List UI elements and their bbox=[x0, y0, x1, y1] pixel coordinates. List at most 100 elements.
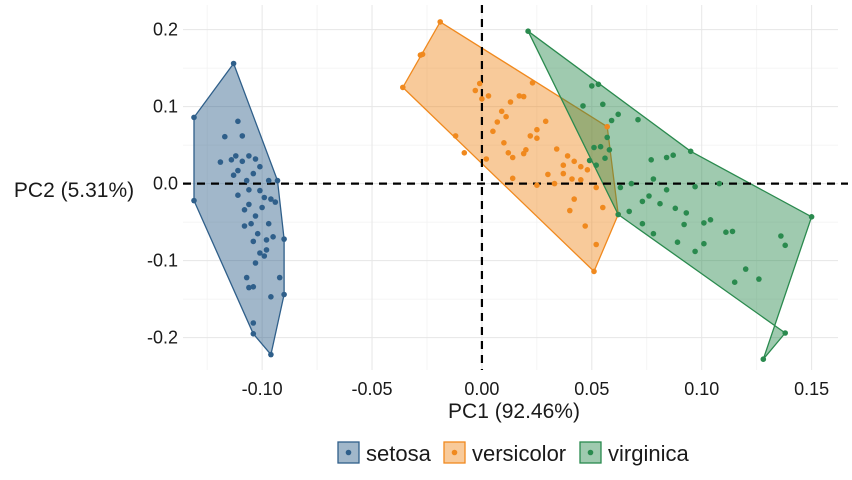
data-point-versicolor bbox=[560, 162, 567, 168]
data-point-virginica bbox=[648, 157, 654, 163]
x-tick-label: 0.05 bbox=[574, 379, 609, 399]
data-point-setosa bbox=[281, 291, 287, 298]
data-point-setosa bbox=[268, 351, 274, 358]
data-point-versicolor bbox=[509, 154, 516, 161]
data-point-setosa bbox=[246, 153, 252, 159]
data-point-versicolor bbox=[419, 51, 426, 58]
data-point-versicolor bbox=[578, 163, 584, 170]
data-point-virginica bbox=[646, 193, 652, 199]
group-hulls bbox=[193, 21, 813, 360]
data-point-virginica bbox=[650, 176, 657, 182]
data-point-virginica bbox=[670, 152, 676, 158]
data-point-setosa bbox=[268, 196, 274, 202]
data-point-virginica bbox=[672, 205, 679, 212]
data-point-virginica bbox=[525, 28, 531, 34]
legend-point bbox=[587, 449, 594, 456]
data-point-versicolor bbox=[461, 150, 468, 156]
data-point-versicolor bbox=[520, 93, 527, 100]
data-point-setosa bbox=[259, 204, 265, 211]
data-point-virginica bbox=[639, 198, 646, 205]
legend-item-virginica: virginica bbox=[579, 441, 689, 466]
data-point-virginica bbox=[635, 116, 641, 123]
data-point-versicolor bbox=[503, 113, 509, 120]
data-point-virginica bbox=[663, 187, 670, 193]
data-point-virginica bbox=[701, 220, 707, 226]
reference-lines bbox=[183, 5, 848, 370]
data-point-versicolor bbox=[593, 241, 599, 248]
data-point-setosa bbox=[217, 159, 224, 165]
data-point-setosa bbox=[257, 250, 263, 256]
data-point-setosa bbox=[191, 114, 197, 121]
legend-point bbox=[345, 449, 352, 456]
data-point-versicolor bbox=[529, 80, 536, 86]
data-point-versicolor bbox=[571, 158, 577, 165]
y-tick-label: 0.1 bbox=[153, 97, 178, 117]
y-tick-label: 0.0 bbox=[153, 174, 178, 194]
data-point-versicolor bbox=[472, 87, 479, 94]
data-point-versicolor bbox=[494, 119, 501, 125]
data-point-versicolor bbox=[400, 84, 406, 91]
x-tick-label: 0.15 bbox=[794, 379, 829, 399]
data-point-virginica bbox=[628, 180, 635, 187]
data-point-virginica bbox=[683, 210, 690, 216]
data-point-virginica bbox=[742, 266, 749, 272]
data-point-virginica bbox=[591, 144, 597, 151]
data-point-virginica bbox=[606, 147, 613, 153]
data-point-setosa bbox=[261, 194, 268, 201]
data-point-virginica bbox=[760, 356, 767, 363]
data-point-virginica bbox=[681, 221, 687, 228]
data-point-setosa bbox=[246, 201, 252, 208]
data-point-versicolor bbox=[437, 19, 444, 25]
data-point-virginica bbox=[586, 157, 593, 164]
data-point-versicolor bbox=[485, 93, 492, 99]
data-point-virginica bbox=[701, 240, 707, 247]
x-tick-label: -0.10 bbox=[242, 379, 283, 399]
data-point-virginica bbox=[615, 211, 621, 218]
data-point-versicolor bbox=[564, 153, 571, 159]
legend-label: versicolor bbox=[472, 441, 566, 466]
data-point-virginica bbox=[723, 229, 729, 235]
data-point-setosa bbox=[233, 153, 239, 159]
data-point-versicolor bbox=[527, 133, 534, 139]
data-point-setosa bbox=[241, 223, 248, 229]
data-point-virginica bbox=[650, 230, 657, 237]
data-point-setosa bbox=[263, 237, 270, 243]
data-point-setosa bbox=[263, 247, 270, 253]
data-point-virginica bbox=[602, 155, 608, 161]
data-point-versicolor bbox=[505, 150, 512, 156]
data-point-setosa bbox=[252, 213, 259, 219]
data-point-versicolor bbox=[479, 96, 485, 102]
data-point-versicolor bbox=[571, 196, 577, 202]
y-tick-label: -0.1 bbox=[147, 251, 178, 271]
data-point-setosa bbox=[246, 187, 252, 193]
data-point-virginica bbox=[674, 239, 681, 245]
data-point-setosa bbox=[243, 177, 250, 184]
data-points bbox=[191, 19, 815, 363]
data-point-virginica bbox=[692, 183, 698, 190]
data-point-versicolor bbox=[567, 207, 573, 214]
data-point-versicolor bbox=[507, 99, 514, 105]
data-point-setosa bbox=[265, 177, 272, 184]
y-axis-title: PC2 (5.31%) bbox=[14, 179, 134, 202]
data-point-virginica bbox=[589, 83, 595, 89]
x-axis-ticks: -0.10 -0.05 0.00 0.05 0.10 0.15 bbox=[242, 379, 830, 399]
data-point-versicolor bbox=[591, 268, 597, 275]
data-point-setosa bbox=[230, 60, 237, 67]
data-point-virginica bbox=[782, 330, 788, 336]
data-point-virginica bbox=[729, 228, 736, 235]
x-axis-title: PC1 (92.46%) bbox=[448, 400, 580, 423]
data-point-versicolor bbox=[578, 177, 584, 183]
data-point-versicolor bbox=[452, 133, 459, 139]
data-point-versicolor bbox=[600, 204, 606, 211]
data-point-virginica bbox=[639, 220, 646, 227]
data-point-setosa bbox=[254, 230, 261, 237]
data-point-setosa bbox=[241, 207, 248, 213]
data-point-setosa bbox=[239, 133, 246, 139]
data-point-setosa bbox=[243, 274, 250, 281]
data-point-virginica bbox=[626, 208, 632, 215]
y-tick-label: 0.2 bbox=[153, 20, 178, 40]
data-point-setosa bbox=[281, 236, 287, 242]
data-point-versicolor bbox=[584, 167, 591, 173]
data-point-virginica bbox=[597, 143, 604, 150]
